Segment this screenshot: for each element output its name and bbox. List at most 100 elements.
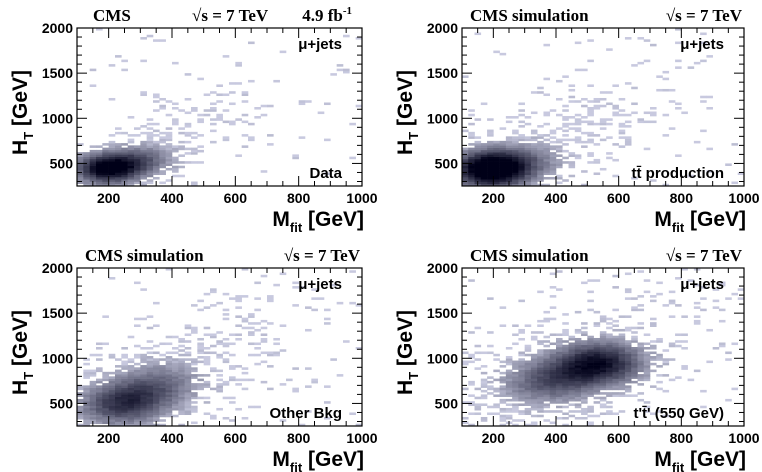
heatmap-bin	[637, 295, 645, 298]
heatmap-bin	[556, 333, 563, 337]
heatmap-bin	[115, 174, 122, 178]
heatmap-bin	[518, 163, 525, 166]
heatmap-bin	[675, 28, 682, 31]
heatmap-bin	[581, 326, 588, 330]
heatmap-bin	[279, 272, 287, 276]
heatmap-bin	[624, 328, 632, 332]
heatmap-bin	[468, 423, 475, 427]
heatmap-bin	[474, 179, 482, 182]
heatmap-bin	[587, 107, 594, 110]
heatmap-bin	[77, 394, 84, 397]
heatmap-bin	[618, 349, 626, 352]
heatmap-bin	[127, 154, 135, 157]
heatmap-bin	[229, 367, 236, 370]
heatmap-bin	[587, 394, 594, 397]
heatmap-bin	[549, 351, 557, 355]
heatmap-bin	[159, 378, 166, 382]
heatmap-bin	[305, 328, 312, 332]
heatmap-bin	[229, 353, 236, 357]
heatmap-bin	[587, 39, 594, 42]
heatmap-bin	[606, 344, 613, 348]
heatmap-bin	[537, 376, 544, 379]
heatmap-bin	[568, 385, 576, 388]
heatmap-bin	[172, 407, 179, 411]
heatmap-bin	[191, 131, 198, 135]
heatmap-bin	[643, 378, 651, 382]
heatmap-bin	[210, 369, 217, 373]
heatmap-bin	[474, 149, 482, 153]
heatmap-bin	[165, 163, 173, 166]
heatmap-bin	[593, 172, 601, 176]
heatmap-bin	[593, 104, 601, 108]
heatmap-bin	[108, 97, 116, 101]
heatmap-bin	[505, 369, 513, 373]
heatmap-bin	[593, 367, 601, 370]
heatmap-bin	[216, 383, 223, 386]
heatmap-bin	[662, 389, 670, 393]
heatmap-bin	[89, 410, 97, 413]
heatmap-bin	[108, 181, 116, 185]
heatmap-bin	[618, 340, 626, 343]
heatmap-bin	[153, 380, 160, 384]
heatmap-bin	[537, 351, 544, 355]
heatmap-bin	[134, 392, 141, 395]
heatmap-bin	[159, 107, 166, 110]
heatmap-bin	[134, 353, 141, 357]
heatmap-bin	[146, 179, 154, 182]
heatmap-bin	[537, 91, 544, 94]
heatmap-bin	[153, 398, 160, 402]
heatmap-bin	[159, 376, 166, 379]
heatmap-bin	[267, 351, 274, 355]
x-tick-label: 800	[670, 190, 694, 206]
heatmap-bin	[115, 403, 122, 406]
heatmap-bin	[127, 412, 135, 416]
heatmap-bin	[656, 358, 663, 361]
heatmap-bin	[178, 398, 185, 402]
heatmap-bin	[210, 290, 217, 294]
heatmap-bin	[612, 392, 619, 395]
heatmap-bin	[115, 374, 122, 377]
heatmap-bin	[530, 365, 538, 368]
heatmap-bin	[184, 412, 192, 416]
heatmap-bin	[178, 145, 185, 148]
heatmap-bin	[530, 136, 538, 139]
heatmap-bin	[140, 378, 147, 382]
heatmap-bin	[574, 362, 582, 366]
heatmap-bin	[108, 371, 116, 375]
heatmap-bin	[83, 154, 90, 157]
heatmap-bin	[512, 374, 519, 377]
heatmap-bin	[159, 387, 166, 391]
heatmap-bin	[656, 88, 663, 92]
heatmap-bin	[606, 349, 613, 352]
heatmap-bin	[543, 353, 551, 357]
heatmap-bin	[210, 344, 217, 348]
heatmap-bin	[562, 362, 569, 366]
heatmap-bin	[599, 344, 607, 348]
heatmap-bin	[518, 412, 525, 416]
heatmap-bin	[487, 156, 494, 160]
heatmap-bin	[83, 419, 90, 422]
heatmap-bin	[172, 170, 179, 173]
heatmap-bin	[474, 174, 482, 178]
heatmap-bin	[499, 371, 507, 375]
heatmap-bin	[89, 152, 97, 155]
heatmap-bin	[556, 163, 563, 166]
heatmap-bin	[505, 376, 513, 379]
heatmap-bin	[159, 181, 166, 185]
heatmap-bin	[512, 140, 519, 144]
heatmap-bin	[115, 145, 122, 148]
heatmap-bin	[267, 353, 274, 357]
heatmap-bin	[153, 140, 160, 144]
heatmap-bin	[624, 120, 632, 124]
heatmap-bin	[127, 398, 135, 402]
heatmap-bin	[530, 167, 538, 171]
heatmap-bin	[474, 154, 482, 157]
heatmap-bin	[121, 353, 128, 357]
heatmap-bin	[556, 288, 563, 291]
heatmap-bin	[468, 143, 475, 146]
heatmap-bin	[643, 405, 651, 409]
heatmap-bin	[556, 392, 563, 395]
heatmap-bin	[134, 172, 141, 176]
heatmap-bin	[637, 308, 645, 312]
heatmap-bin	[115, 378, 122, 382]
